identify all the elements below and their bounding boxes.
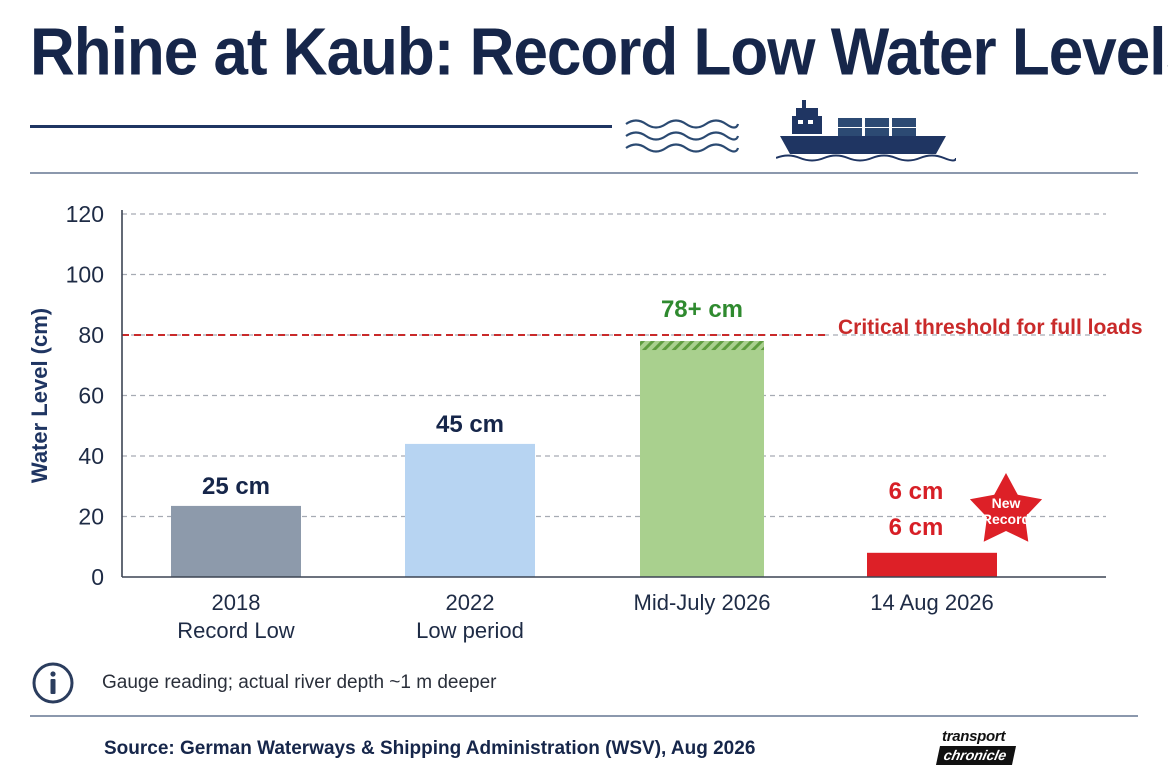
badge-text-line: Record: [982, 511, 1030, 527]
y-tick-label: 100: [66, 262, 104, 288]
data-label-1: 45 cm: [436, 411, 504, 438]
data-label-3: 6 cm: [889, 478, 944, 505]
source-credit: Source: German Waterways & Shipping Admi…: [104, 738, 756, 759]
bar-3: [867, 552, 997, 577]
waves-icon: [625, 119, 740, 153]
info-icon: [32, 662, 74, 704]
bar-1: [405, 443, 535, 577]
new-record-star-icon: [969, 473, 1043, 542]
footer-divider: [30, 715, 1138, 717]
y-tick-label: 40: [78, 443, 104, 469]
data-label-extra: 6 cm: [889, 514, 944, 541]
bar-0: [171, 505, 301, 577]
container-ship-icon: [776, 100, 956, 162]
header-divider: [30, 172, 1138, 174]
y-tick-label: 80: [78, 322, 104, 348]
data-label-2: 78+ cm: [661, 296, 743, 323]
x-category-label: 2018: [212, 590, 261, 615]
y-tick-label: 120: [66, 201, 104, 227]
bar-hatch-band: [640, 341, 764, 351]
footnote: Gauge reading; actual river depth ~1 m d…: [102, 672, 497, 693]
badge-text-line: New: [992, 495, 1021, 511]
x-category-label: Record Low: [177, 618, 295, 643]
chart-title: Rhine at Kaub: Record Low Water Levels: [30, 15, 1168, 90]
y-tick-label: 60: [78, 383, 104, 409]
x-category-label: Mid-July 2026: [634, 590, 771, 615]
x-category-label: 2022: [446, 590, 495, 615]
y-tick-label: 0: [91, 564, 104, 590]
y-axis-label: Water Level (cm): [27, 308, 52, 483]
x-category-label: 14 Aug 2026: [870, 590, 994, 615]
title-divider: [30, 125, 612, 128]
threshold-label: Critical threshold for full loads: [838, 316, 1143, 339]
logo-line-1: transport: [942, 728, 1006, 745]
publisher-logo: transport chronicle: [935, 728, 1048, 768]
data-label-0: 25 cm: [202, 473, 270, 500]
bar-chart: Critical threshold for full loads 25 cm 45…: [27, 201, 1143, 643]
logo-line-2: chronicle: [935, 746, 1017, 765]
x-category-label: Low period: [416, 618, 524, 643]
bar-2: [640, 341, 764, 577]
y-tick-label: 20: [78, 504, 104, 530]
